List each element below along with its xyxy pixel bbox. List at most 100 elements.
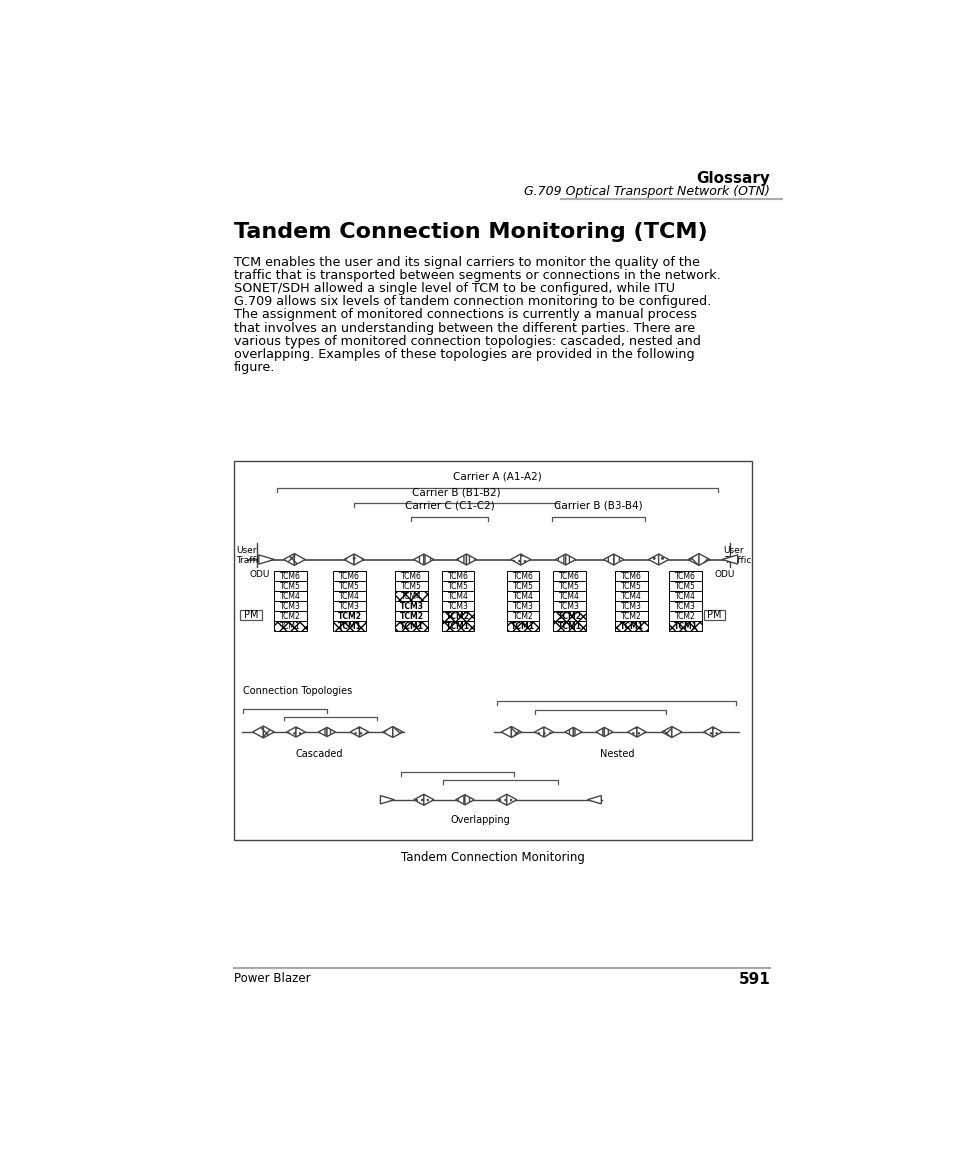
Text: TCM5: TCM5 — [558, 582, 579, 591]
Polygon shape — [456, 554, 466, 564]
Bar — [615, 571, 647, 581]
Text: TCM4: TCM4 — [675, 591, 696, 600]
Bar — [395, 602, 427, 611]
Bar — [669, 581, 701, 591]
Polygon shape — [344, 554, 354, 564]
Text: figure.: figure. — [233, 360, 275, 374]
Polygon shape — [534, 727, 543, 737]
Text: TCM4: TCM4 — [338, 591, 359, 600]
Polygon shape — [613, 554, 623, 564]
Polygon shape — [648, 554, 658, 564]
Text: The assignment of monitored connections is currently a manual process: The assignment of monitored connections … — [233, 308, 697, 321]
Text: TCM2: TCM2 — [620, 612, 641, 620]
Text: TCM5: TCM5 — [338, 582, 359, 591]
Text: TCM2: TCM2 — [445, 612, 470, 620]
Polygon shape — [565, 554, 575, 564]
Polygon shape — [354, 554, 364, 564]
Text: TCM5: TCM5 — [620, 582, 641, 591]
Bar — [553, 602, 585, 611]
Bar — [274, 621, 307, 632]
Polygon shape — [510, 554, 520, 564]
Bar — [553, 571, 585, 581]
Text: TCM2: TCM2 — [280, 612, 300, 620]
Polygon shape — [587, 795, 600, 804]
Text: TCM1: TCM1 — [399, 621, 423, 630]
Text: TCM1: TCM1 — [280, 621, 300, 630]
Bar — [441, 602, 474, 611]
Text: that involves an understanding between the different parties. There are: that involves an understanding between t… — [233, 321, 695, 335]
Bar — [395, 611, 427, 621]
Text: TCM6: TCM6 — [620, 571, 641, 581]
Bar — [703, 610, 724, 620]
Bar — [395, 591, 427, 602]
Polygon shape — [712, 727, 721, 737]
Text: TCM6: TCM6 — [447, 571, 468, 581]
Polygon shape — [637, 727, 645, 737]
Text: TCM3: TCM3 — [620, 602, 641, 611]
Text: 591: 591 — [738, 972, 769, 987]
Text: TCM3: TCM3 — [512, 602, 533, 611]
Text: TCM5: TCM5 — [512, 582, 533, 591]
Text: TCM4: TCM4 — [512, 591, 533, 600]
Text: TCM4: TCM4 — [558, 591, 579, 600]
Bar — [441, 581, 474, 591]
Text: TCM4: TCM4 — [447, 591, 468, 600]
Text: SONET/SDH allowed a single level of TCM to be configured, while ITU: SONET/SDH allowed a single level of TCM … — [233, 283, 675, 296]
Text: Carrier B (B3-B4): Carrier B (B3-B4) — [554, 501, 641, 511]
Text: TCM6: TCM6 — [280, 571, 300, 581]
Text: TCM5: TCM5 — [447, 582, 468, 591]
Text: TCM3: TCM3 — [675, 602, 696, 611]
Bar — [669, 571, 701, 581]
Polygon shape — [555, 554, 565, 564]
Text: Carrier C (C1-C2): Carrier C (C1-C2) — [404, 501, 494, 511]
Bar — [395, 571, 427, 581]
Text: Overlapping: Overlapping — [450, 815, 510, 825]
Text: TCM2: TCM2 — [675, 612, 696, 620]
Bar — [669, 591, 701, 602]
Bar — [615, 611, 647, 621]
Text: Connection Topologies: Connection Topologies — [243, 686, 352, 695]
Text: TCM3: TCM3 — [399, 602, 423, 611]
Polygon shape — [506, 794, 517, 806]
Polygon shape — [294, 554, 305, 566]
Text: TCM3: TCM3 — [558, 602, 579, 611]
Polygon shape — [721, 555, 737, 564]
Polygon shape — [543, 727, 553, 737]
Text: TCM2: TCM2 — [337, 612, 361, 620]
Text: PM: PM — [244, 610, 258, 620]
Bar — [615, 581, 647, 591]
Text: G.709 Optical Transport Network (OTN): G.709 Optical Transport Network (OTN) — [524, 185, 769, 198]
Bar — [333, 581, 365, 591]
Text: TCM1: TCM1 — [618, 621, 643, 630]
Polygon shape — [500, 727, 511, 737]
Polygon shape — [596, 728, 604, 737]
Bar — [615, 621, 647, 632]
Bar — [506, 611, 538, 621]
Text: TCM3: TCM3 — [447, 602, 468, 611]
Text: TCM4: TCM4 — [620, 591, 641, 600]
Text: TCM1: TCM1 — [557, 621, 581, 630]
Text: TCM5: TCM5 — [280, 582, 300, 591]
Bar — [669, 611, 701, 621]
Polygon shape — [464, 795, 474, 804]
Text: TCM6: TCM6 — [400, 571, 421, 581]
Text: TCM1: TCM1 — [511, 621, 535, 630]
Bar — [615, 591, 647, 602]
Text: Carrier A (A1-A2): Carrier A (A1-A2) — [453, 472, 541, 482]
Polygon shape — [671, 727, 681, 737]
Polygon shape — [283, 554, 294, 566]
Text: TCM1: TCM1 — [673, 621, 697, 630]
Polygon shape — [466, 554, 476, 564]
Polygon shape — [382, 727, 393, 737]
Polygon shape — [295, 727, 305, 737]
Bar — [441, 571, 474, 581]
Text: Nested: Nested — [598, 749, 634, 759]
Bar — [506, 591, 538, 602]
Bar — [506, 571, 538, 581]
Bar — [553, 591, 585, 602]
Text: ODU: ODU — [249, 570, 270, 580]
Bar — [333, 591, 365, 602]
Polygon shape — [423, 554, 434, 564]
Text: TCM6: TCM6 — [338, 571, 359, 581]
Bar — [333, 611, 365, 621]
